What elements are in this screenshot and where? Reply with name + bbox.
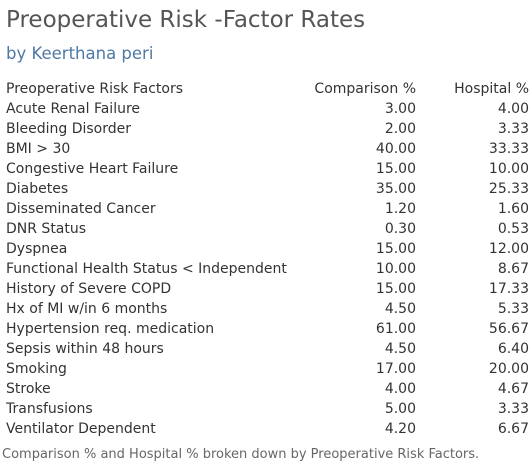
comparison-value-cell: 35.00 [375,181,416,197]
chart-subtitle: by Keerthana peri [6,44,154,63]
comparison-value-cell: 40.00 [375,141,416,157]
hospital-value-cell: 6.67 [497,421,529,437]
risk-factor-cell: Hypertension req. medication [6,321,215,337]
comparison-value-cell: 4.00 [384,381,416,397]
table-row[interactable]: Functional Health Status < Independent 10… [6,259,529,279]
column-header-hospital[interactable]: Hospital % [454,81,529,97]
table-row[interactable]: BMI > 30 40.00 33.33 [6,139,529,159]
table-row[interactable]: Transfusions 5.00 3.33 [6,399,529,419]
comparison-value-cell: 4.20 [384,421,416,437]
hospital-value-cell: 33.33 [488,141,529,157]
risk-factor-cell: Smoking [6,361,67,377]
hospital-value-cell: 6.40 [497,341,529,357]
hospital-value-cell: 10.00 [488,161,529,177]
hospital-value-cell: 5.33 [497,301,529,317]
risk-factor-cell: Disseminated Cancer [6,201,156,217]
comparison-value-cell: 15.00 [375,161,416,177]
risk-factor-cell: Stroke [6,381,51,397]
comparison-value-cell: 15.00 [375,281,416,297]
risk-factor-table: Preoperative Risk Factors Comparison % H… [6,80,529,439]
comparison-value-cell: 2.00 [384,121,416,137]
comparison-value-cell: 3.00 [384,101,416,117]
column-header-comparison[interactable]: Comparison % [314,81,416,97]
risk-factor-cell: Bleeding Disorder [6,121,132,137]
comparison-value-cell: 61.00 [375,321,416,337]
table-row[interactable]: Ventilator Dependent 4.20 6.67 [6,419,529,439]
comparison-value-cell: 5.00 [384,401,416,417]
table-row[interactable]: Smoking 17.00 20.00 [6,359,529,379]
hospital-value-cell: 12.00 [488,241,529,257]
comparison-value-cell: 1.20 [384,201,416,217]
risk-factor-cell: Acute Renal Failure [6,101,141,117]
hospital-value-cell: 4.00 [497,101,529,117]
table-row[interactable]: Acute Renal Failure 3.00 4.00 [6,99,529,119]
comparison-value-cell: 4.50 [384,341,416,357]
comparison-value-cell: 4.50 [384,301,416,317]
hospital-value-cell: 3.33 [497,121,529,137]
risk-factor-cell: Diabetes [6,181,69,197]
risk-factor-cell: Sepsis within 48 hours [6,341,164,357]
risk-factor-cell: Hx of MI w/in 6 months [6,301,168,317]
hospital-value-cell: 4.67 [497,381,529,397]
comparison-value-cell: 17.00 [375,361,416,377]
table-row[interactable]: Disseminated Cancer 1.20 1.60 [6,199,529,219]
hospital-value-cell: 0.53 [497,221,529,237]
table-row[interactable]: Stroke 4.00 4.67 [6,379,529,399]
risk-factor-cell: Congestive Heart Failure [6,161,179,177]
table-row[interactable]: Diabetes 35.00 25.33 [6,179,529,199]
table-row[interactable]: Congestive Heart Failure 15.00 10.00 [6,159,529,179]
table-row[interactable]: History of Severe COPD 15.00 17.33 [6,279,529,299]
risk-factor-cell: Ventilator Dependent [6,421,156,437]
table-row[interactable]: Bleeding Disorder 2.00 3.33 [6,119,529,139]
hospital-value-cell: 56.67 [488,321,529,337]
risk-factor-cell: Transfusions [6,401,93,417]
risk-factor-cell: BMI > 30 [6,141,71,157]
table-row[interactable]: Hx of MI w/in 6 months 4.50 5.33 [6,299,529,319]
comparison-value-cell: 15.00 [375,241,416,257]
header-row: Preoperative Risk Factors Comparison % H… [6,80,529,99]
table-row[interactable]: Sepsis within 48 hours 4.50 6.40 [6,339,529,359]
hospital-value-cell: 25.33 [488,181,529,197]
hospital-value-cell: 1.60 [497,201,529,217]
risk-factor-cell: Functional Health Status < Independent [6,261,287,277]
hospital-value-cell: 8.67 [497,261,529,277]
comparison-value-cell: 0.30 [384,221,416,237]
risk-factor-cell: DNR Status [6,221,87,237]
hospital-value-cell: 20.00 [488,361,529,377]
column-header-factor[interactable]: Preoperative Risk Factors [6,81,184,97]
table-body: Acute Renal Failure 3.00 4.00 Bleeding Diso… [6,99,529,439]
hospital-value-cell: 3.33 [497,401,529,417]
risk-factor-cell: Dyspnea [6,241,68,257]
hospital-value-cell: 17.33 [488,281,529,297]
chart-caption: Comparison % and Hospital % broken down … [2,447,480,462]
table-row[interactable]: Hypertension req. medication 61.00 56.67 [6,319,529,339]
table-row[interactable]: Dyspnea 15.00 12.00 [6,239,529,259]
risk-factor-cell: History of Severe COPD [6,281,172,297]
chart-title: Preoperative Risk -Factor Rates [6,7,366,33]
table-row[interactable]: DNR Status 0.30 0.53 [6,219,529,239]
comparison-value-cell: 10.00 [375,261,416,277]
